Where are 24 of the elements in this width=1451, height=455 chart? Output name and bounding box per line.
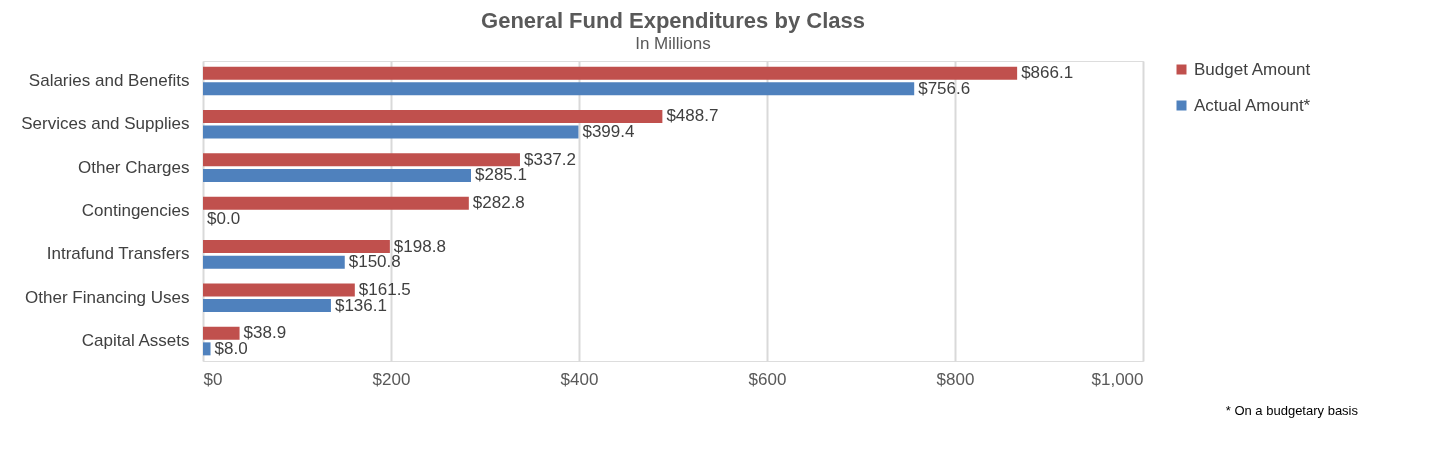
y-tick-label: Other Charges <box>78 157 190 177</box>
x-tick-label: $200 <box>372 369 411 389</box>
x-tick-label: $1,000 <box>1091 369 1144 389</box>
y-tick-label: Salaries and Benefits <box>28 70 190 90</box>
data-label: $488.7 <box>666 106 719 126</box>
data-label: $0.0 <box>207 208 241 228</box>
legend-label: Actual Amount* <box>1194 95 1311 115</box>
text: * On a budgetary basis <box>1225 403 1359 418</box>
y-tick-label: Intrafund Transfers <box>46 244 190 264</box>
y-tick-label: Other Financing Uses <box>25 287 190 307</box>
x-tick-label: $0 <box>203 369 223 389</box>
x-tick-label: $400 <box>560 369 599 389</box>
data-label: $756.6 <box>918 78 971 98</box>
y-tick-label: Contingencies <box>81 201 190 220</box>
data-label: $282.8 <box>472 193 525 213</box>
chart-subtitle: In Millions <box>635 34 711 53</box>
y-tick-label: Services and Supplies <box>21 114 190 134</box>
x-tick-label: $800 <box>936 369 975 389</box>
x-tick-label: $600 <box>748 369 787 389</box>
y-tick-label: Capital Assets <box>81 331 190 351</box>
data-label: $399.4 <box>582 122 635 142</box>
data-label: $866.1 <box>1021 63 1074 83</box>
chart-title: General Fund Expenditures by Class <box>481 8 865 33</box>
legend-label: Budget Amount <box>1194 59 1311 79</box>
